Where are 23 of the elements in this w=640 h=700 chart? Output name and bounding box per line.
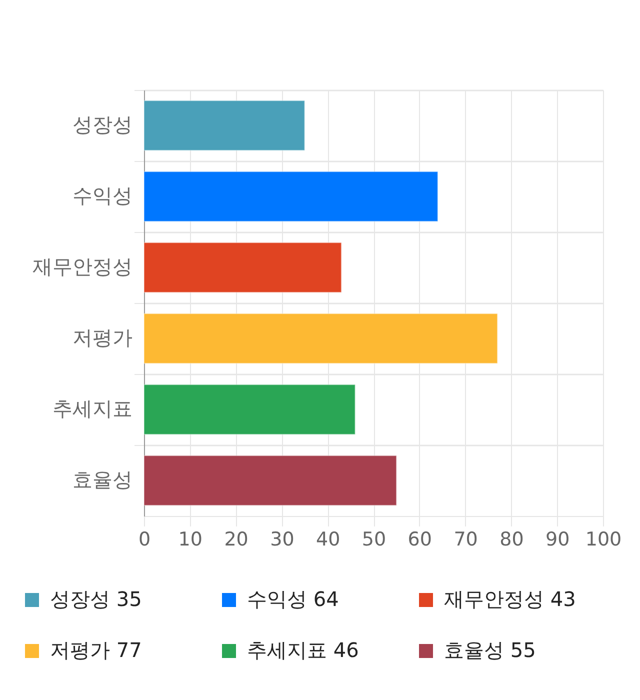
y-tick-label: 성장성 bbox=[72, 112, 132, 136]
x-tick-label: 10 bbox=[178, 528, 202, 550]
legend-label: 효율성 55 bbox=[444, 638, 536, 662]
y-tick-label: 추세지표 bbox=[52, 396, 132, 420]
x-tick-label: 20 bbox=[224, 528, 248, 550]
x-tick-label: 60 bbox=[408, 528, 432, 550]
x-tick-label: 0 bbox=[138, 528, 151, 550]
legend-label: 성장성 35 bbox=[50, 587, 142, 611]
y-tick-label: 재무안정성 bbox=[32, 254, 132, 278]
x-tick-label: 80 bbox=[500, 528, 524, 550]
y-tick-label: 저평가 bbox=[72, 326, 132, 350]
x-tick-label: 100 bbox=[585, 528, 622, 550]
x-tick-label: 70 bbox=[454, 528, 478, 550]
x-tick-label: 30 bbox=[270, 528, 294, 550]
legend-label: 수익성 64 bbox=[247, 587, 339, 611]
legend-label: 재무안정성 43 bbox=[444, 587, 576, 611]
x-tick-label: 50 bbox=[362, 528, 386, 550]
y-tick-label: 효율성 bbox=[72, 468, 132, 492]
y-tick-label: 수익성 bbox=[72, 184, 132, 208]
legend-label: 추세지표 46 bbox=[247, 638, 359, 662]
x-tick-label: 90 bbox=[546, 528, 570, 550]
x-tick-label: 40 bbox=[316, 528, 340, 550]
legend-label: 저평가 77 bbox=[50, 638, 142, 662]
